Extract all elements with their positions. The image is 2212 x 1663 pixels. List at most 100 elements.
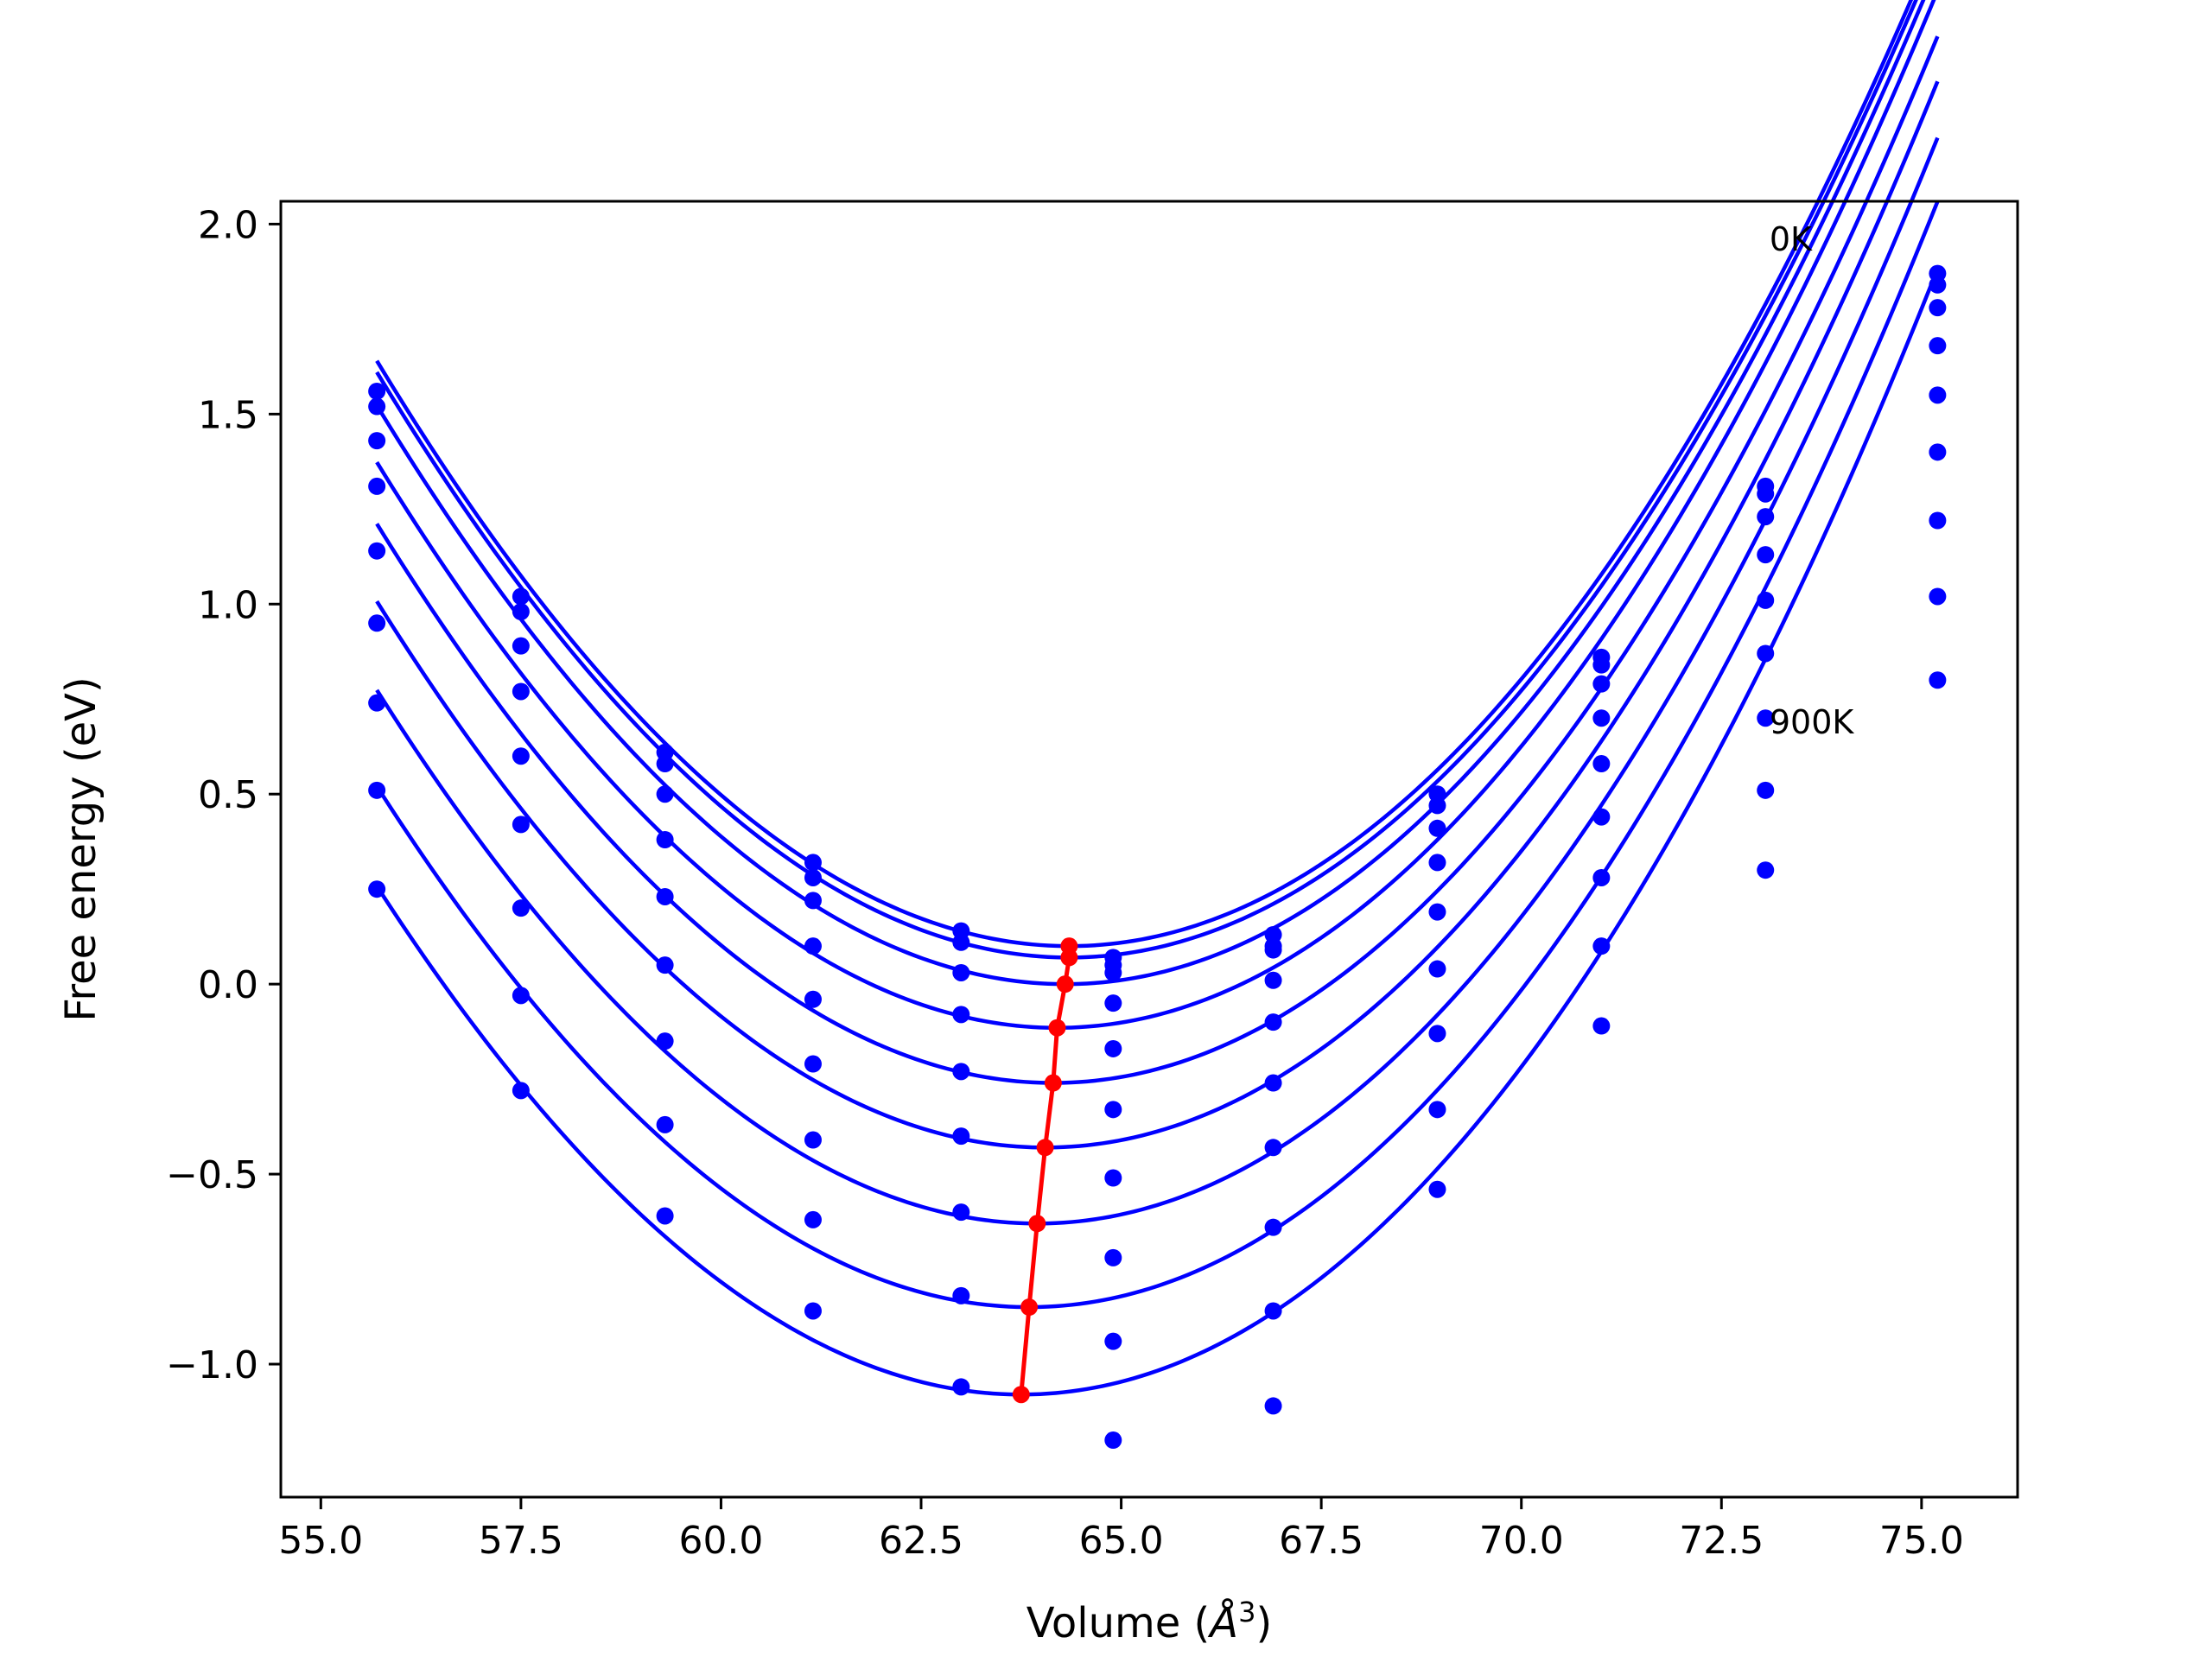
data-point-s7-9 [1592, 868, 1611, 886]
data-point-s2-2 [512, 603, 530, 621]
minimum-point-6 [1036, 1139, 1054, 1157]
y-tick-label: 1.5 [198, 393, 258, 437]
fit-curve-6 [375, 80, 1940, 1150]
data-point-s3-10 [1757, 508, 1775, 526]
data-point-s4-7 [1264, 971, 1282, 989]
data-point-s3-11 [1929, 299, 1947, 317]
y-axis-ticks: −1.0 −0.5 0.0 0.5 1.0 1.5 2.0 [166, 203, 281, 1387]
data-point-s8-3 [656, 1115, 674, 1133]
fit-curve-4 [375, 0, 1936, 1030]
data-point-s9-1 [368, 880, 386, 898]
x-tick-label: 75.0 [1879, 1519, 1964, 1563]
data-point-s2-10 [1757, 485, 1775, 503]
data-point-s6-2 [512, 816, 530, 834]
y-tick-label: −1.0 [166, 1343, 258, 1387]
data-point-s5-9 [1592, 755, 1611, 773]
data-point-s9-7 [1264, 1302, 1282, 1320]
data-point-s4-9 [1592, 709, 1611, 727]
data-point-s9-5 [952, 1378, 970, 1396]
fit-curve-7 [375, 136, 1940, 1226]
data-point-s5-7 [1264, 1013, 1282, 1031]
x-tick-label: 62.5 [879, 1519, 963, 1563]
data-point-s4-5 [952, 1006, 970, 1024]
data-point-s3-8 [1428, 819, 1446, 837]
annotation-900k: 900K [1770, 703, 1855, 741]
data-point-s8-4 [804, 1210, 822, 1228]
fit-curve-9 [375, 268, 1940, 1397]
data-point-s7-10 [1757, 709, 1775, 727]
minima-layer [1012, 937, 1078, 1404]
fit-curve-5 [375, 35, 1940, 1085]
data-point-s3-6 [1104, 963, 1122, 981]
data-point-s7-3 [656, 1032, 674, 1050]
data-point-s5-8 [1428, 903, 1446, 921]
data-point-s6-3 [656, 956, 674, 974]
data-point-s4-11 [1929, 337, 1947, 355]
data-point-s7-2 [512, 899, 530, 917]
data-point-s6-7 [1264, 1074, 1282, 1092]
data-point-s4-4 [804, 937, 822, 955]
data-point-s2-5 [952, 933, 970, 951]
data-point-s8-6 [1104, 1248, 1122, 1266]
minimum-point-5 [1044, 1074, 1062, 1092]
data-point-s2-4 [804, 868, 822, 886]
x-axis-label-main: Volume ( [1027, 1599, 1211, 1647]
data-point-s7-8 [1428, 1025, 1446, 1043]
data-point-s6-9 [1592, 808, 1611, 826]
data-point-s4-6 [1104, 994, 1122, 1012]
x-tick-label: 65.0 [1079, 1519, 1164, 1563]
data-point-s8-10 [1757, 781, 1775, 799]
y-tick-label: −0.5 [166, 1153, 258, 1197]
x-tick-label: 70.0 [1479, 1519, 1564, 1563]
data-point-s3-7 [1264, 941, 1282, 959]
minima-line [1019, 946, 1071, 1395]
data-point-s2-1 [368, 397, 386, 416]
annotations-layer: 0K 900K [1770, 220, 1855, 741]
y-tick-label: 2.0 [198, 203, 258, 247]
data-point-s8-1 [368, 781, 386, 799]
data-point-s4-2 [512, 682, 530, 701]
data-point-s6-4 [804, 1055, 822, 1073]
data-point-s8-5 [952, 1286, 970, 1304]
data-point-s9-4 [804, 1302, 822, 1320]
fit-curves-layer [375, 0, 1940, 1397]
data-point-s6-8 [1428, 960, 1446, 978]
y-axis-label: Free energy (eV) [57, 676, 105, 1021]
data-point-s9-9 [1592, 1017, 1611, 1035]
data-point-s3-1 [368, 432, 386, 450]
data-point-s4-8 [1428, 854, 1446, 872]
minimum-point-9 [1012, 1386, 1030, 1404]
data-point-s10-1 [1104, 1431, 1122, 1450]
data-point-s8-11 [1929, 587, 1947, 606]
x-axis-ticks: 55.0 57.5 60.0 62.5 65.0 67.5 70.0 72.5 75.0 [278, 1497, 1964, 1563]
x-axis-label-exp: 3 [1238, 1596, 1255, 1628]
data-point-s9-6 [1104, 1332, 1122, 1350]
data-point-s5-3 [656, 887, 674, 905]
data-point-s2-3 [656, 755, 674, 773]
x-tick-label: 72.5 [1679, 1519, 1764, 1563]
data-point-s3-3 [656, 785, 674, 803]
data-point-s7-6 [1104, 1169, 1122, 1187]
data-point-s9-8 [1428, 1180, 1446, 1198]
y-tick-label: 0.5 [198, 773, 258, 817]
fit-curve-1 [375, 0, 1914, 949]
data-point-s4-1 [368, 477, 386, 495]
x-tick-label: 60.0 [678, 1519, 763, 1563]
x-tick-label: 57.5 [479, 1519, 563, 1563]
data-points-layer [368, 264, 1947, 1450]
data-point-s8-8 [1428, 1101, 1446, 1119]
data-point-s6-6 [1104, 1101, 1122, 1119]
data-point-s5-1 [368, 542, 386, 560]
data-point-s9-10 [1757, 861, 1775, 879]
data-point-s10-2 [1264, 1397, 1282, 1415]
data-point-s8-9 [1592, 937, 1611, 955]
data-point-s9-2 [512, 1082, 530, 1100]
data-point-s7-5 [952, 1203, 970, 1222]
data-point-s5-4 [804, 990, 822, 1008]
minimum-point-2 [1060, 949, 1078, 967]
data-point-s6-1 [368, 614, 386, 632]
annotation-0k: 0K [1770, 220, 1813, 258]
data-point-s3-5 [952, 963, 970, 981]
data-point-s1-2 [512, 587, 530, 606]
